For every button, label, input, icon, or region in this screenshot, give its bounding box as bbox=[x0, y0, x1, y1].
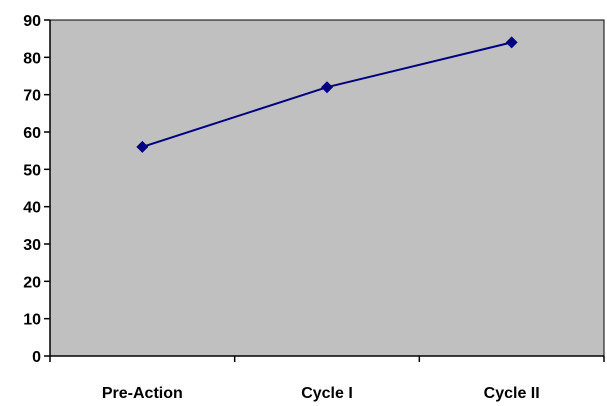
y-tick-label: 40 bbox=[23, 200, 41, 217]
y-tick-label: 0 bbox=[32, 349, 41, 366]
data-point-marker bbox=[321, 81, 333, 94]
y-tick-label: 90 bbox=[23, 13, 41, 30]
y-tick-label: 70 bbox=[23, 88, 41, 105]
x-axis: Pre-Action Cycle I Cycle II bbox=[49, 355, 605, 402]
y-tick-label: 20 bbox=[23, 274, 41, 291]
data-point-marker bbox=[505, 36, 518, 49]
data-point-marker bbox=[136, 140, 149, 153]
y-tick-label: 30 bbox=[23, 237, 41, 254]
x-tick-label: Cycle II bbox=[484, 385, 540, 402]
y-tick-label: 10 bbox=[23, 312, 41, 329]
y-tick-label: 60 bbox=[23, 125, 41, 142]
plot-area bbox=[49, 19, 605, 357]
y-tick-label: 50 bbox=[23, 162, 41, 179]
y-axis: 0 10 20 30 40 50 60 70 80 90 bbox=[23, 13, 51, 366]
y-tick-label: 80 bbox=[23, 50, 41, 67]
series-group bbox=[136, 36, 518, 153]
x-tick-label: Pre-Action bbox=[102, 385, 183, 402]
x-tick-label: Cycle I bbox=[301, 385, 353, 402]
